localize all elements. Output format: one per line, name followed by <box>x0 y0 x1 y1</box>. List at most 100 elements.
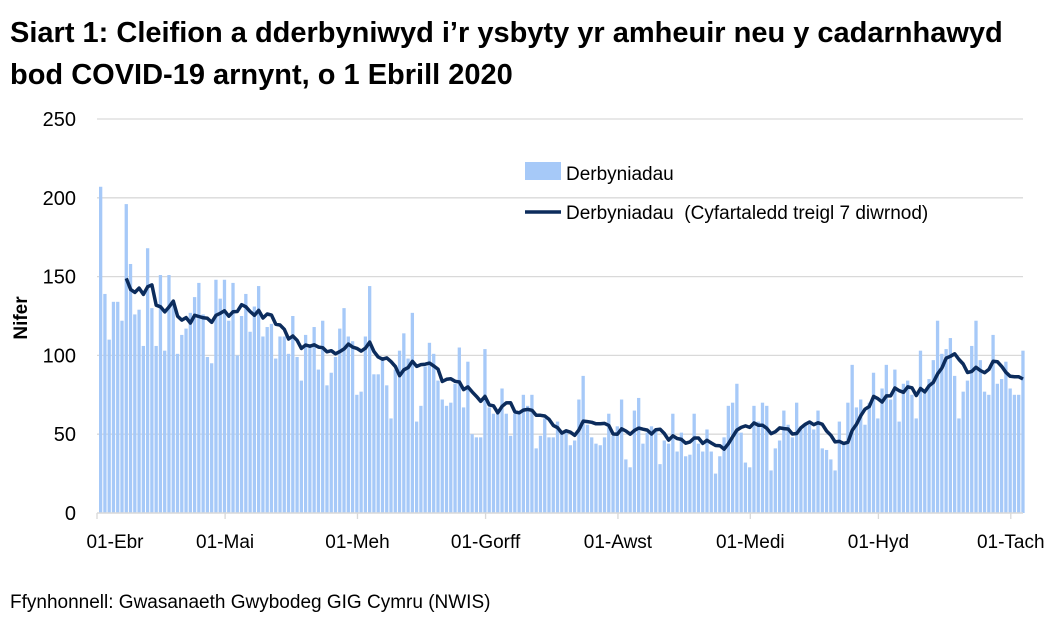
bar <box>765 405 769 513</box>
bar <box>397 350 402 513</box>
bar <box>850 364 854 513</box>
bar <box>948 338 953 513</box>
bar <box>137 309 141 513</box>
bar <box>214 279 218 513</box>
bar <box>406 358 410 513</box>
bar <box>547 437 551 513</box>
bar <box>116 301 120 513</box>
bar <box>931 360 935 513</box>
bar <box>730 402 735 513</box>
bar <box>927 379 931 513</box>
bar <box>790 437 795 513</box>
bar <box>368 286 372 513</box>
bar <box>999 379 1004 513</box>
bar <box>910 394 914 513</box>
bar <box>167 275 171 513</box>
bar <box>743 462 748 513</box>
bar <box>568 445 572 513</box>
bar <box>432 353 436 513</box>
bar <box>385 385 389 513</box>
bar <box>256 286 261 513</box>
bar <box>278 336 282 513</box>
bar <box>440 399 444 513</box>
bar <box>534 448 538 513</box>
bar <box>863 424 867 513</box>
bar <box>282 336 286 513</box>
bar <box>457 347 461 513</box>
bar <box>380 356 385 513</box>
bar <box>846 402 850 513</box>
bar <box>918 350 923 513</box>
bar <box>295 356 299 513</box>
source-note: Ffynhonnell: Gwasanaeth Gwybodeg GIG Cym… <box>10 592 491 613</box>
bar <box>1017 394 1021 513</box>
bar <box>479 437 483 513</box>
bar <box>854 407 859 513</box>
bar <box>615 426 619 513</box>
bar <box>607 413 611 513</box>
bar <box>718 456 722 513</box>
bar <box>590 437 594 513</box>
bar <box>940 353 944 513</box>
legend-bar-swatch <box>525 162 561 180</box>
bar <box>679 432 684 513</box>
bar <box>500 388 504 513</box>
bar <box>748 467 752 513</box>
bar <box>248 331 252 513</box>
bar <box>99 186 103 513</box>
x-tick-label: 01-Mai <box>196 532 254 553</box>
bar <box>974 320 978 513</box>
bar <box>773 448 777 513</box>
bar <box>291 316 295 513</box>
bar <box>508 435 513 513</box>
bar <box>1012 394 1017 513</box>
bar <box>483 349 487 513</box>
bar <box>346 336 350 513</box>
bar <box>252 306 257 513</box>
x-axis-ticks: 01-Ebr 01-Mai 01-Meh 01-Gorff 01-Awst 01-Medi… <box>86 513 1045 553</box>
bar <box>760 402 765 513</box>
bar <box>338 328 342 513</box>
bar <box>487 407 491 513</box>
bar <box>906 380 910 513</box>
bar <box>1004 361 1008 513</box>
bar <box>175 353 180 513</box>
y-axis-ticks: 0 50 100 150 200 250 <box>43 109 76 525</box>
bar <box>269 323 274 513</box>
bar <box>675 451 679 513</box>
bar <box>111 301 116 513</box>
bar <box>726 405 730 513</box>
bar <box>192 297 197 513</box>
bar <box>709 451 713 513</box>
bar <box>602 437 607 513</box>
bar <box>628 467 632 513</box>
bar <box>871 372 876 513</box>
bar <box>953 375 957 513</box>
bar <box>423 366 427 513</box>
bar <box>496 410 500 513</box>
bar <box>1008 388 1012 513</box>
bar-series <box>99 186 1025 513</box>
bar <box>312 327 316 513</box>
bar <box>987 394 991 513</box>
bar <box>897 421 901 513</box>
bar <box>222 279 227 513</box>
bar <box>658 464 662 513</box>
bar <box>333 356 338 513</box>
bar <box>560 432 564 513</box>
bar <box>812 429 816 513</box>
bar <box>239 316 244 513</box>
bar <box>145 248 150 513</box>
bar <box>901 383 906 513</box>
y-tick-label: 0 <box>65 503 76 525</box>
bar <box>799 429 803 513</box>
bar <box>363 336 368 513</box>
bar <box>923 393 927 513</box>
bar <box>696 443 701 513</box>
bar <box>756 421 760 513</box>
bar <box>427 342 432 513</box>
bar <box>637 397 641 513</box>
bar <box>444 405 449 513</box>
bar <box>820 448 824 513</box>
